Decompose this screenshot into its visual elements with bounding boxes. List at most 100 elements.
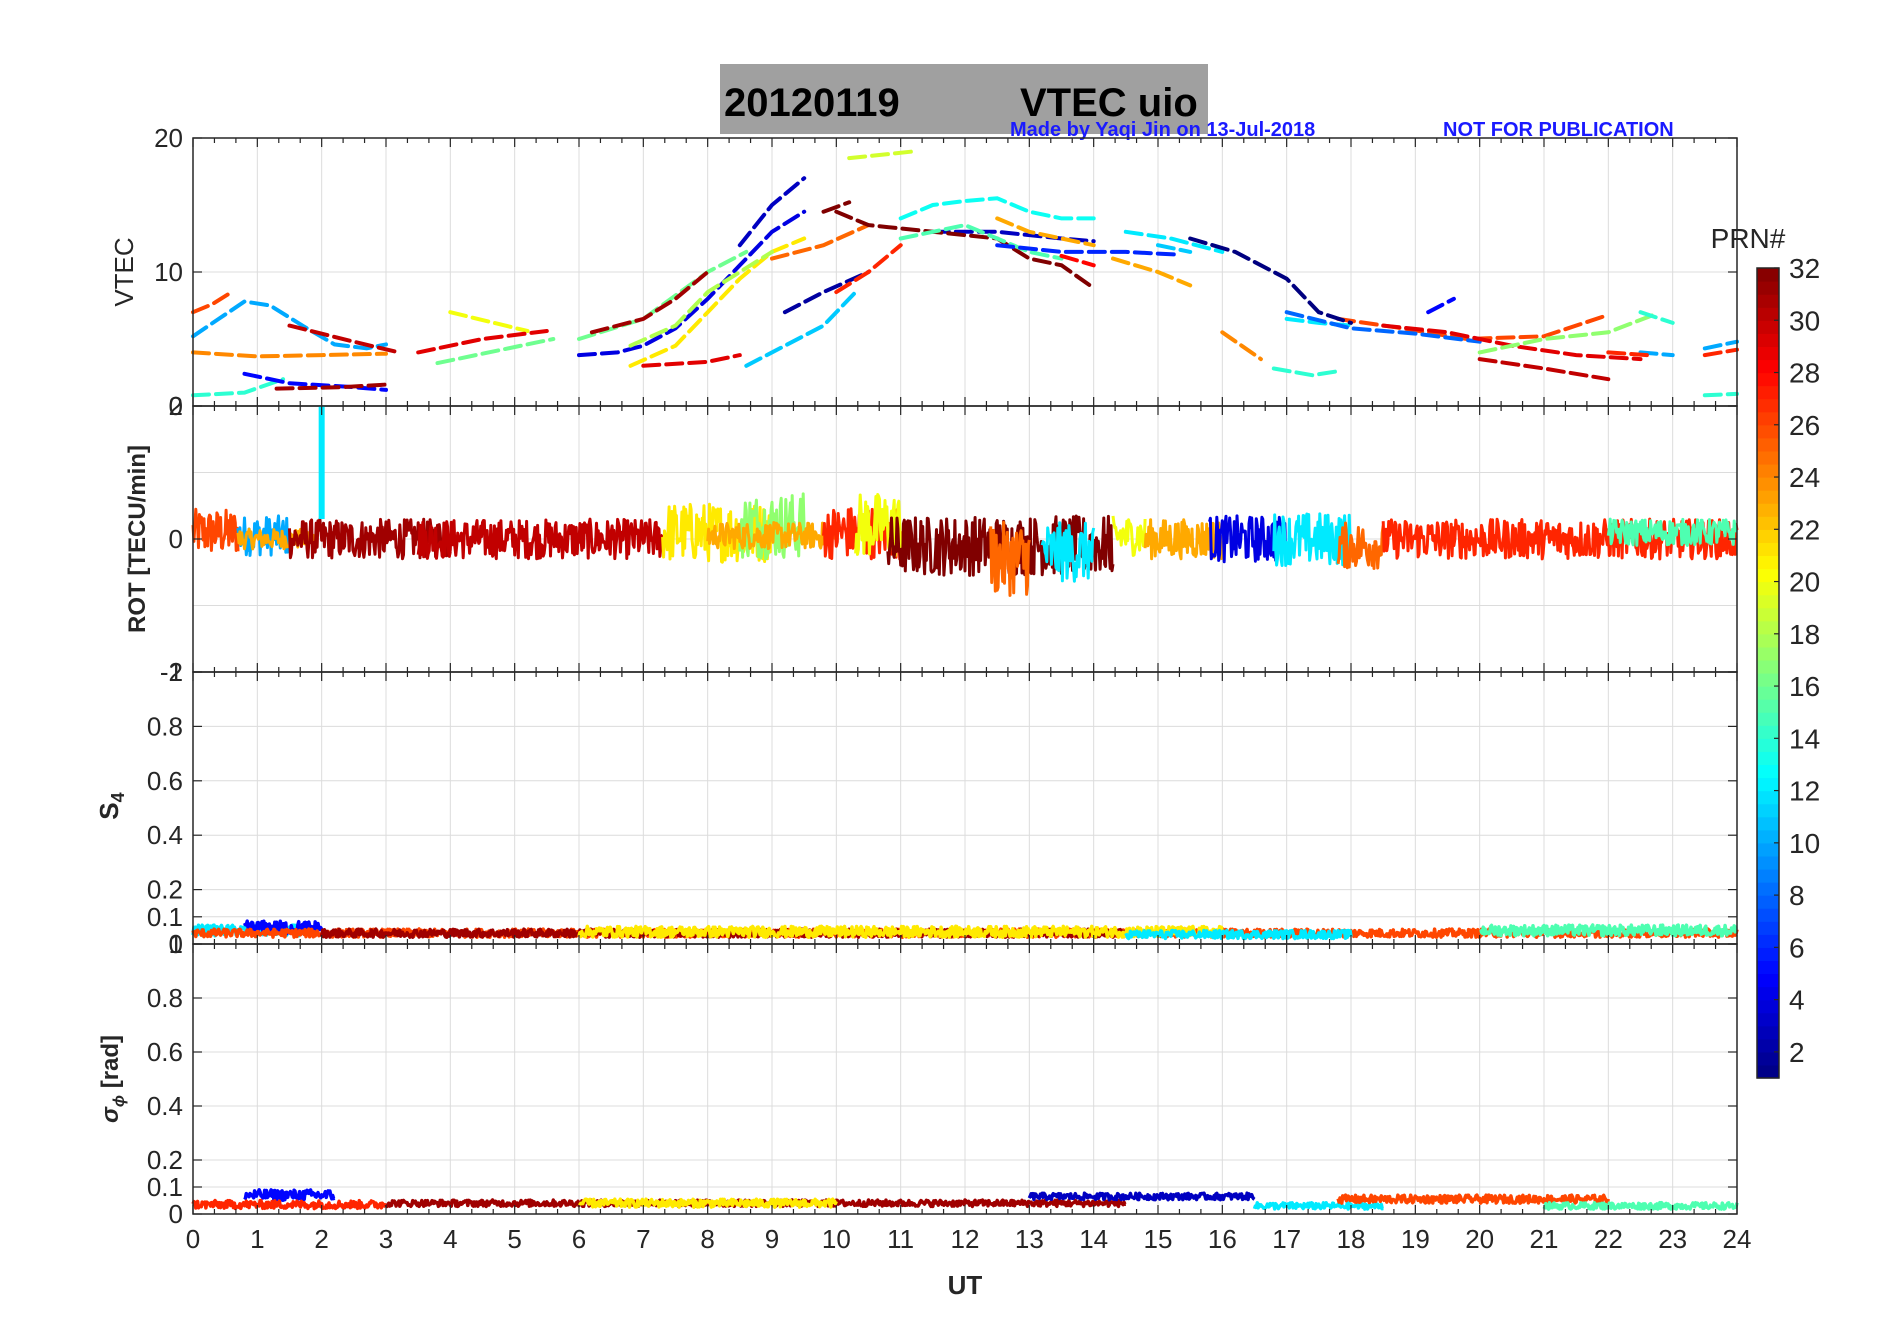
vtec-series-prn-14 xyxy=(191,377,286,398)
vtec-ytick-label: 10 xyxy=(154,257,183,287)
x-tick-label: 17 xyxy=(1272,1224,1301,1254)
colorbar-cell xyxy=(1757,594,1779,609)
colorbar-tick-label: 6 xyxy=(1789,932,1805,963)
s4-series-prn-12 xyxy=(1124,928,1353,941)
vtec-series-prn-23 xyxy=(995,216,1096,248)
notice-text: NOT FOR PUBLICATION xyxy=(1443,119,1674,141)
colorbar-cell xyxy=(1757,437,1779,452)
s4-ytick-label: 0.2 xyxy=(147,875,183,905)
rot-series-prn-23 xyxy=(706,521,838,551)
vtec-series-prn-26 xyxy=(191,290,234,315)
vtec-series-prn-14 xyxy=(1702,391,1739,398)
x-tick-label: 4 xyxy=(443,1224,457,1254)
colorbar-cell xyxy=(1757,777,1779,792)
vtec-series-prn-30 xyxy=(287,323,401,355)
rot-ytick-label: 0 xyxy=(169,524,183,554)
rot-series-prn-25 xyxy=(1336,521,1385,570)
colorbar-cell xyxy=(1757,268,1779,282)
s4-series-prn-15 xyxy=(1478,923,1738,938)
vtec-series-prn-10 xyxy=(1702,339,1739,351)
x-tick-label: 2 xyxy=(314,1224,328,1254)
rot-series-prn-27 xyxy=(1381,517,1739,561)
rot-ytick-label: 2 xyxy=(169,391,183,421)
vtec-series-prn-32 xyxy=(821,200,852,214)
colorbar-cell xyxy=(1757,882,1779,896)
rot-series-prn-30 xyxy=(416,517,664,561)
x-tick-label: 12 xyxy=(951,1224,980,1254)
vtec-series-prn-24 xyxy=(191,350,388,359)
colorbar-cell xyxy=(1757,1038,1779,1053)
x-tick-label: 24 xyxy=(1723,1224,1752,1254)
title-text: VTEC uio xyxy=(1020,81,1198,125)
colorbar-cell xyxy=(1757,646,1779,661)
title-date: 20120119 xyxy=(724,81,900,125)
sigma-series-prn-5 xyxy=(243,1188,336,1203)
colorbar-cell xyxy=(1757,673,1779,687)
rot-series-prn-12 xyxy=(1272,512,1353,567)
colorbar-cell xyxy=(1757,960,1779,975)
vtec-yticks: 20 10 0 xyxy=(154,123,1737,421)
sigma-ylabel: σϕ [rad] xyxy=(97,1035,128,1123)
colorbar-cell xyxy=(1757,477,1779,491)
colorbar-cell xyxy=(1757,490,1779,504)
vtec-series-prn-29 xyxy=(641,353,742,368)
vtec-series-prn-14 xyxy=(1638,310,1675,325)
rot-ytick-label: -2 xyxy=(160,657,183,687)
colorbar-cell xyxy=(1757,568,1779,583)
colorbar-cell xyxy=(1757,333,1779,347)
colorbar-cell xyxy=(1757,751,1779,766)
rot-series-prn-4 xyxy=(1208,514,1289,564)
rot-ticks xyxy=(192,406,1738,672)
s4-ytick-label: 0.6 xyxy=(147,766,183,796)
x-tick-label: 3 xyxy=(379,1224,393,1254)
colorbar-cell xyxy=(1757,346,1779,361)
colorbar-cell xyxy=(1757,555,1779,570)
vtec-series-prn-13 xyxy=(898,196,1096,221)
x-tick-labels: 0 1 2 3 4 5 6 7 8 9 10 11 12 13 14 15 16 17 18 19 20 21 22 23 24 xyxy=(186,1224,1752,1254)
colorbar-tick-label: 24 xyxy=(1789,462,1820,493)
sigma-series-prn-15 xyxy=(1542,1200,1739,1211)
colorbar-cell xyxy=(1757,620,1779,635)
colorbar-cell xyxy=(1757,829,1779,844)
colorbar-cell xyxy=(1757,816,1779,831)
vtec-series-prn-12 xyxy=(1123,229,1225,254)
vtec-series-prn-5 xyxy=(1426,296,1456,315)
sigma-data xyxy=(191,1188,1739,1211)
colorbar-cell xyxy=(1757,385,1779,400)
colorbar-tick-label: 8 xyxy=(1789,880,1805,911)
s4-ylabel: S4 xyxy=(94,792,128,819)
colorbar-cell xyxy=(1757,973,1779,988)
sigma-ytick-label: 0.6 xyxy=(147,1037,183,1067)
colorbar-tick-label: 4 xyxy=(1789,985,1805,1016)
vtec-series-prn-16 xyxy=(577,249,749,341)
colorbar-cell xyxy=(1757,855,1779,870)
vtec-series-prn-8 xyxy=(1284,310,1482,344)
sigma-ticks xyxy=(192,944,1738,1214)
vtec-series-prn-14 xyxy=(1271,366,1341,378)
colorbar-cell xyxy=(1757,725,1779,739)
colorbar-cell xyxy=(1757,934,1779,948)
s4-grid xyxy=(193,672,1737,944)
colorbar-tick-label: 20 xyxy=(1789,567,1820,598)
colorbar-cell xyxy=(1757,516,1779,530)
colorbar-cell xyxy=(1757,581,1779,596)
title-box xyxy=(720,64,1208,134)
x-tick-label: 15 xyxy=(1144,1224,1173,1254)
colorbar-tick-label: 28 xyxy=(1789,358,1820,389)
x-tick-label: 23 xyxy=(1658,1224,1687,1254)
sigma-series-prn-27 xyxy=(191,1198,388,1211)
colorbar-tick-label: 26 xyxy=(1789,410,1820,441)
colorbar-cell xyxy=(1757,764,1779,779)
rot-series-prn-20 xyxy=(854,493,903,558)
s4-ytick-label: 1 xyxy=(169,657,183,687)
colorbar-cell xyxy=(1757,1012,1779,1027)
colorbar-tick-label: 14 xyxy=(1789,723,1820,754)
rot-series-prn-26 xyxy=(191,507,240,552)
vtec-series-prn-18 xyxy=(628,249,774,348)
colorbar-cell xyxy=(1757,699,1779,713)
colorbar-cell xyxy=(1757,281,1779,295)
vtec-series-prn-29 xyxy=(1381,323,1643,362)
colorbar-label: PRN# xyxy=(1711,223,1786,254)
vtec-series-prn-27 xyxy=(1702,347,1739,358)
sigma-ytick-label: 1 xyxy=(169,929,183,959)
